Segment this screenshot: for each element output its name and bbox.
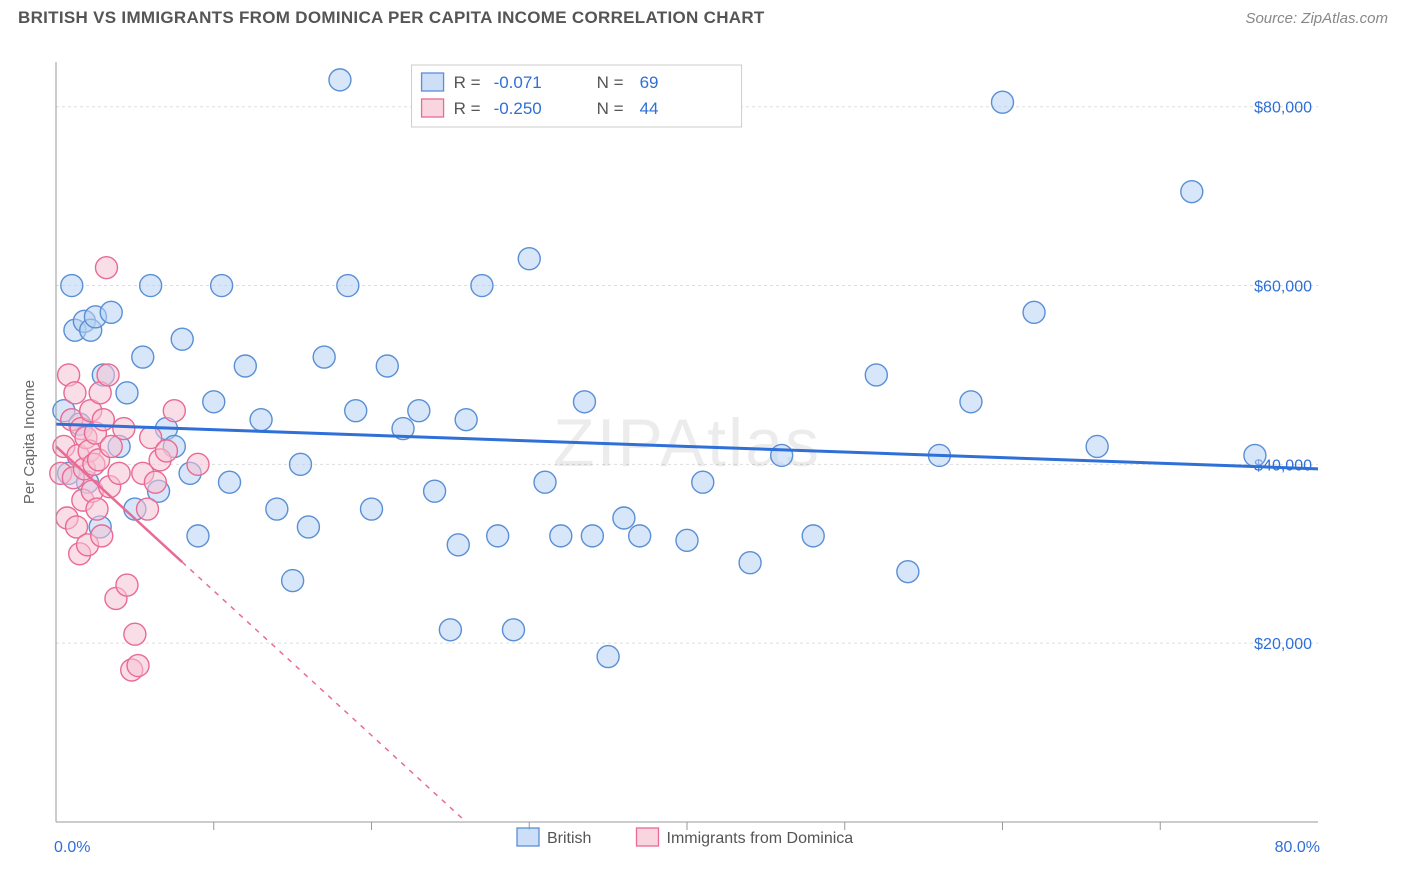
data-point bbox=[187, 525, 209, 547]
data-point bbox=[297, 516, 319, 538]
svg-text:$80,000: $80,000 bbox=[1254, 100, 1312, 117]
svg-text:Per Capita Income: Per Capita Income bbox=[21, 380, 38, 504]
legend-label: British bbox=[547, 830, 591, 847]
data-point bbox=[91, 525, 113, 547]
data-point bbox=[345, 400, 367, 422]
svg-text:N =: N = bbox=[597, 73, 624, 92]
svg-text:-0.071: -0.071 bbox=[494, 73, 542, 92]
svg-text:0.0%: 0.0% bbox=[54, 839, 90, 856]
data-point bbox=[455, 409, 477, 431]
data-point bbox=[771, 444, 793, 466]
data-point bbox=[95, 257, 117, 279]
data-point bbox=[692, 471, 714, 493]
data-point bbox=[471, 275, 493, 297]
legend-swatch bbox=[637, 828, 659, 846]
data-point bbox=[113, 418, 135, 440]
data-point bbox=[155, 440, 177, 462]
data-point bbox=[266, 498, 288, 520]
data-point bbox=[1023, 301, 1045, 323]
data-point bbox=[211, 275, 233, 297]
data-point bbox=[219, 471, 241, 493]
data-point bbox=[329, 69, 351, 91]
data-point bbox=[144, 471, 166, 493]
data-point bbox=[487, 525, 509, 547]
legend-swatch bbox=[517, 828, 539, 846]
data-point bbox=[86, 498, 108, 520]
data-point bbox=[865, 364, 887, 386]
svg-text:$20,000: $20,000 bbox=[1254, 636, 1312, 653]
data-point bbox=[408, 400, 430, 422]
data-point bbox=[124, 623, 146, 645]
data-point bbox=[171, 328, 193, 350]
data-point bbox=[550, 525, 572, 547]
data-point bbox=[597, 646, 619, 668]
svg-text:R =: R = bbox=[454, 99, 481, 118]
data-point bbox=[337, 275, 359, 297]
data-point bbox=[613, 507, 635, 529]
svg-text:80.0%: 80.0% bbox=[1275, 839, 1320, 856]
correlation-scatter-chart: $20,000$40,000$60,000$80,000ZIPAtlas0.0%… bbox=[18, 42, 1396, 872]
data-point bbox=[739, 552, 761, 574]
chart-container: $20,000$40,000$60,000$80,000ZIPAtlas0.0%… bbox=[18, 42, 1396, 872]
data-point bbox=[376, 355, 398, 377]
data-point bbox=[1181, 181, 1203, 203]
data-point bbox=[100, 301, 122, 323]
data-point bbox=[534, 471, 556, 493]
data-point bbox=[676, 529, 698, 551]
data-point bbox=[802, 525, 824, 547]
data-point bbox=[518, 248, 540, 270]
data-point bbox=[361, 498, 383, 520]
chart-source: Source: ZipAtlas.com bbox=[1245, 10, 1388, 27]
data-point bbox=[629, 525, 651, 547]
svg-text:R =: R = bbox=[454, 73, 481, 92]
data-point bbox=[424, 480, 446, 502]
chart-header: BRITISH VS IMMIGRANTS FROM DOMINICA PER … bbox=[0, 0, 1406, 34]
data-point bbox=[97, 364, 119, 386]
data-point bbox=[313, 346, 335, 368]
svg-text:$60,000: $60,000 bbox=[1254, 279, 1312, 296]
data-point bbox=[116, 574, 138, 596]
data-point bbox=[1244, 444, 1266, 466]
svg-text:44: 44 bbox=[640, 99, 659, 118]
data-point bbox=[581, 525, 603, 547]
chart-title: BRITISH VS IMMIGRANTS FROM DOMINICA PER … bbox=[18, 8, 765, 28]
data-point bbox=[290, 453, 312, 475]
svg-text:N =: N = bbox=[597, 99, 624, 118]
svg-text:-0.250: -0.250 bbox=[494, 99, 542, 118]
data-point bbox=[61, 275, 83, 297]
legend-label: Immigrants from Dominica bbox=[667, 830, 854, 847]
data-point bbox=[960, 391, 982, 413]
svg-text:69: 69 bbox=[640, 73, 659, 92]
data-point bbox=[203, 391, 225, 413]
data-point bbox=[573, 391, 595, 413]
data-point bbox=[163, 400, 185, 422]
data-point bbox=[897, 561, 919, 583]
data-point bbox=[250, 409, 272, 431]
data-point bbox=[127, 655, 149, 677]
data-point bbox=[108, 462, 130, 484]
data-point bbox=[234, 355, 256, 377]
data-point bbox=[132, 346, 154, 368]
data-point bbox=[136, 498, 158, 520]
data-point bbox=[187, 453, 209, 475]
data-point bbox=[447, 534, 469, 556]
data-point bbox=[116, 382, 138, 404]
data-point bbox=[64, 382, 86, 404]
data-point bbox=[282, 570, 304, 592]
data-point bbox=[992, 91, 1014, 113]
data-point bbox=[439, 619, 461, 641]
data-point bbox=[1086, 435, 1108, 457]
data-point bbox=[502, 619, 524, 641]
data-point bbox=[140, 275, 162, 297]
